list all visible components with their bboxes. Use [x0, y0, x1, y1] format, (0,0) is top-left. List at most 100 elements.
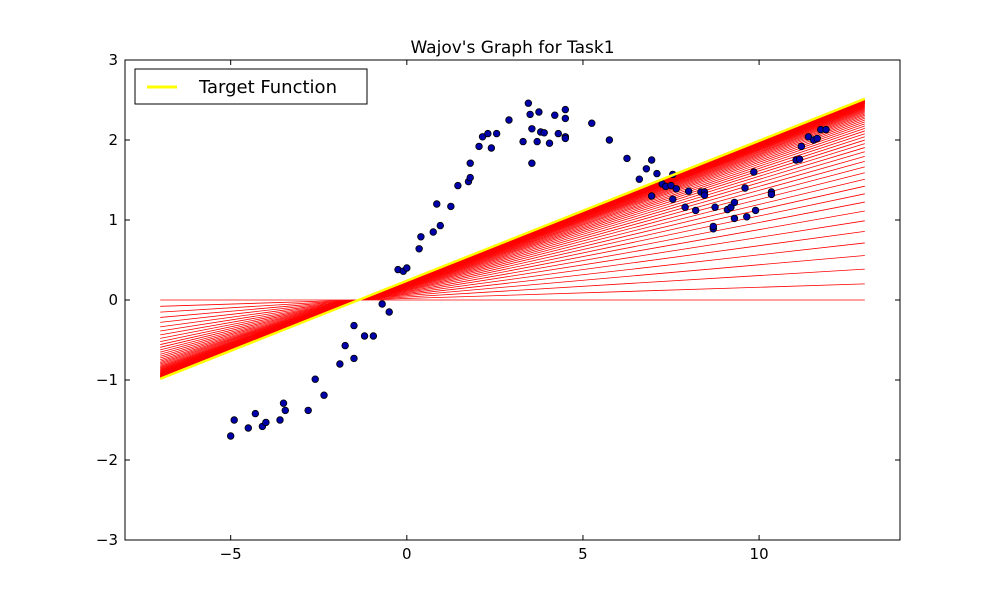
scatter-point [711, 203, 719, 211]
scatter-point [691, 206, 700, 215]
scatter-point [642, 165, 651, 173]
scatter-point [533, 137, 541, 146]
scatter-point [540, 129, 548, 137]
scatter-point [743, 213, 751, 221]
fit-line [160, 255, 865, 318]
scatter-point [635, 175, 644, 183]
scatter-point [605, 136, 614, 144]
scatter-point [804, 133, 813, 141]
scatter-point [528, 125, 536, 133]
scatter-point [417, 233, 425, 241]
scatter-point [551, 111, 559, 119]
scatter-point [653, 169, 661, 178]
fit-line [160, 136, 865, 365]
fit-line [160, 147, 865, 361]
fit-line [160, 242, 865, 323]
scatter-point [623, 154, 631, 163]
scatter-point [279, 399, 288, 407]
scatter-points [226, 99, 830, 440]
scatter-point [545, 139, 554, 147]
scatter-point [262, 418, 270, 427]
scatter-point [730, 214, 739, 223]
scatter-point [369, 332, 378, 340]
scatter-point [433, 200, 441, 208]
y-tick-label: −2 [96, 451, 118, 469]
scatter-point [681, 203, 689, 211]
fit-line [160, 231, 865, 328]
scatter-point [505, 116, 513, 124]
scatter-point [484, 129, 492, 138]
scatter-point [226, 432, 235, 440]
scatter-point [561, 105, 570, 114]
y-tick-label: −3 [96, 531, 118, 549]
chart-title: Wajov's Graph for Task1 [410, 38, 614, 58]
scatter-point [561, 114, 570, 123]
scatter-point [709, 222, 717, 231]
scatter-point [251, 409, 260, 418]
scatter-point [336, 360, 344, 368]
scatter-point [350, 354, 358, 363]
scatter-point [466, 173, 474, 182]
scatter-point [454, 181, 462, 190]
scatter-point [524, 99, 533, 107]
scatter-point [797, 142, 806, 151]
scatter-point [750, 168, 758, 176]
fit-line [160, 283, 865, 307]
fit-line [160, 172, 865, 351]
scatter-point [561, 134, 570, 143]
scatter-point [730, 198, 739, 207]
x-tick-label: 10 [750, 545, 769, 563]
scatter-point [487, 144, 496, 152]
scatter-point [429, 228, 437, 236]
scatter-point [554, 129, 562, 138]
plot-area [159, 97, 866, 440]
scatter-point [230, 416, 238, 424]
scatter-point [360, 332, 369, 340]
fit-line [160, 220, 865, 332]
y-tick-label: 1 [108, 211, 118, 229]
scatter-point [669, 195, 677, 203]
scatter-point [647, 156, 656, 164]
fit-line [160, 161, 865, 355]
fit-line [160, 143, 865, 362]
scatter-point [320, 391, 328, 399]
scatter-point [684, 187, 693, 195]
fit-line [160, 185, 865, 345]
scatter-point [304, 406, 312, 415]
scatter-point [311, 375, 319, 383]
scatter-point [447, 202, 455, 211]
scatter-point [341, 341, 349, 350]
scatter-point [403, 264, 411, 272]
legend: Target Function [134, 68, 368, 105]
fit-line [160, 201, 865, 339]
scatter-point [647, 192, 656, 200]
scatter-point [436, 221, 444, 230]
scatter-point [700, 191, 709, 199]
scatter-point [526, 110, 534, 119]
scatter-point [350, 321, 358, 330]
scatter-point [415, 245, 423, 253]
y-tick-label: −1 [96, 371, 118, 389]
scatter-point [528, 159, 536, 167]
scatter-point [385, 308, 393, 316]
scatter-point [466, 159, 474, 167]
scatter-point [667, 181, 675, 190]
x-tick-label: 0 [402, 545, 412, 563]
scatter-point [588, 119, 596, 127]
scatter-point [478, 133, 487, 141]
fit-line [160, 178, 865, 348]
fit-line [160, 139, 865, 364]
scatter-point [751, 206, 760, 215]
scatter-point [813, 134, 821, 143]
scatter-point [475, 142, 483, 151]
x-tick-label: −5 [220, 545, 242, 563]
scatter-point [492, 129, 501, 138]
scatter-point [519, 137, 527, 146]
scatter-point [822, 125, 830, 134]
legend-label-target-function: Target Function [198, 77, 337, 98]
scatter-point [795, 155, 804, 163]
scatter-point [741, 184, 749, 192]
scatter-point [535, 108, 543, 116]
